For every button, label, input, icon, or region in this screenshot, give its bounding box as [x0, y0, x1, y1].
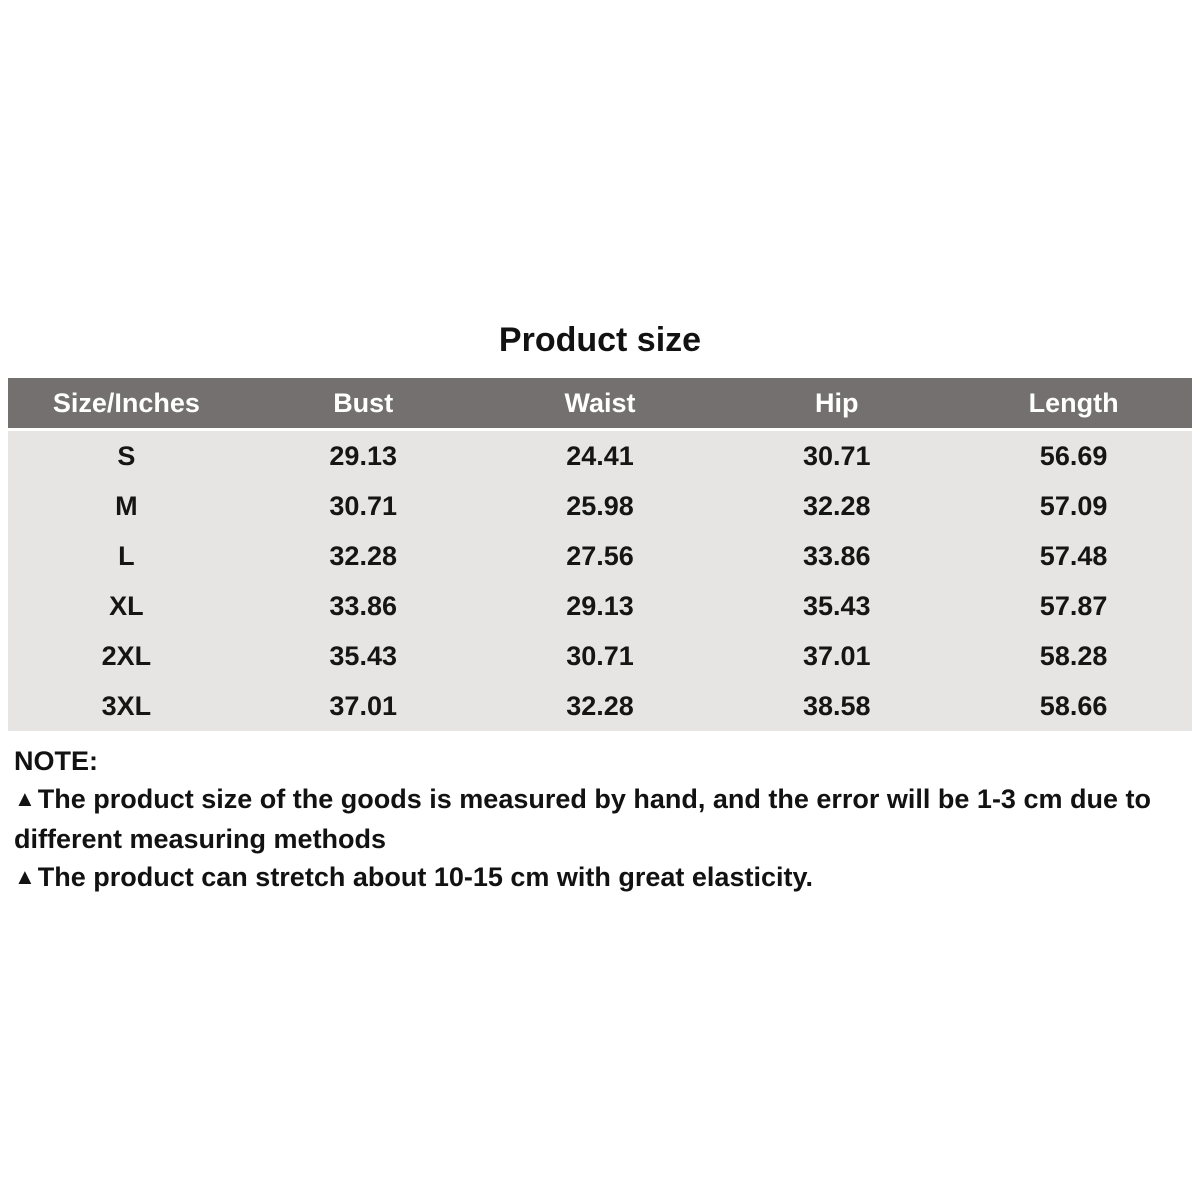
length-cell: 58.28 [1039, 640, 1108, 671]
table-row-3xl: 3XL 37.01 32.28 38.58 58.66 [8, 681, 1192, 731]
length-cell: 57.09 [1039, 490, 1108, 521]
column-header-length: Length [1028, 387, 1119, 418]
column-header-bust: Bust [333, 387, 394, 418]
size-cell: S [117, 440, 136, 471]
table-row-2xl: 2XL 35.43 30.71 37.01 58.28 [8, 631, 1192, 681]
length-cell: 57.48 [1039, 540, 1108, 571]
bust-cell: 35.43 [329, 640, 397, 671]
page-title: Product size [498, 321, 702, 359]
hip-cell: 30.71 [803, 440, 871, 471]
bust-cell: 32.28 [329, 540, 397, 571]
column-header-waist: Waist [564, 387, 636, 418]
size-cell: XL [109, 590, 144, 621]
waist-cell: 25.98 [566, 490, 634, 521]
waist-cell: 30.71 [566, 640, 634, 671]
table-row-s: S 29.13 24.41 30.71 56.69 [8, 431, 1192, 481]
table-row-xl: XL 33.86 29.13 35.43 57.87 [8, 581, 1192, 631]
note-item-1-continuation: different measuring methods [14, 824, 387, 854]
length-cell: 57.87 [1039, 590, 1108, 621]
table-header-row: Size/Inches Bust Waist Hip Length [8, 378, 1192, 428]
warning-triangle-icon: ▲ [14, 864, 36, 889]
size-cell: 3XL [101, 690, 152, 721]
note-item-1-text: The product size of the goods is measure… [37, 784, 1151, 814]
note-heading: NOTE: [14, 746, 98, 776]
bust-cell: 37.01 [329, 690, 397, 721]
hip-cell: 33.86 [803, 540, 871, 571]
note-item-2: ▲The product can stretch about 10-15 cm … [14, 858, 1186, 898]
size-cell: M [115, 490, 138, 521]
note-item-1: ▲The product size of the goods is measur… [14, 780, 1186, 820]
length-cell: 56.69 [1039, 440, 1108, 471]
hip-cell: 35.43 [803, 590, 871, 621]
waist-cell: 24.41 [566, 440, 634, 471]
size-cell: L [118, 540, 135, 571]
warning-triangle-icon: ▲ [14, 786, 36, 811]
note-item-2-text: The product can stretch about 10-15 cm w… [37, 862, 813, 892]
column-header-size: Size/Inches [52, 387, 200, 418]
table-row-m: M 30.71 25.98 32.28 57.09 [8, 481, 1192, 531]
table-body: S 29.13 24.41 30.71 56.69 M 30.71 25.98 … [8, 431, 1192, 731]
waist-cell: 27.56 [566, 540, 634, 571]
notes-section: NOTE: ▲The product size of the goods is … [14, 742, 1186, 898]
bust-cell: 29.13 [329, 440, 397, 471]
size-cell: 2XL [101, 640, 152, 671]
waist-cell: 32.28 [566, 690, 634, 721]
hip-cell: 32.28 [803, 490, 871, 521]
waist-cell: 29.13 [566, 590, 634, 621]
size-table: Size/Inches Bust Waist Hip Length S 29.1… [8, 378, 1192, 731]
length-cell: 58.66 [1039, 690, 1108, 721]
hip-cell: 37.01 [803, 640, 871, 671]
hip-cell: 38.58 [803, 690, 871, 721]
column-header-hip: Hip [815, 387, 859, 418]
bust-cell: 30.71 [329, 490, 397, 521]
table-row-l: L 32.28 27.56 33.86 57.48 [8, 531, 1192, 581]
bust-cell: 33.86 [329, 590, 397, 621]
